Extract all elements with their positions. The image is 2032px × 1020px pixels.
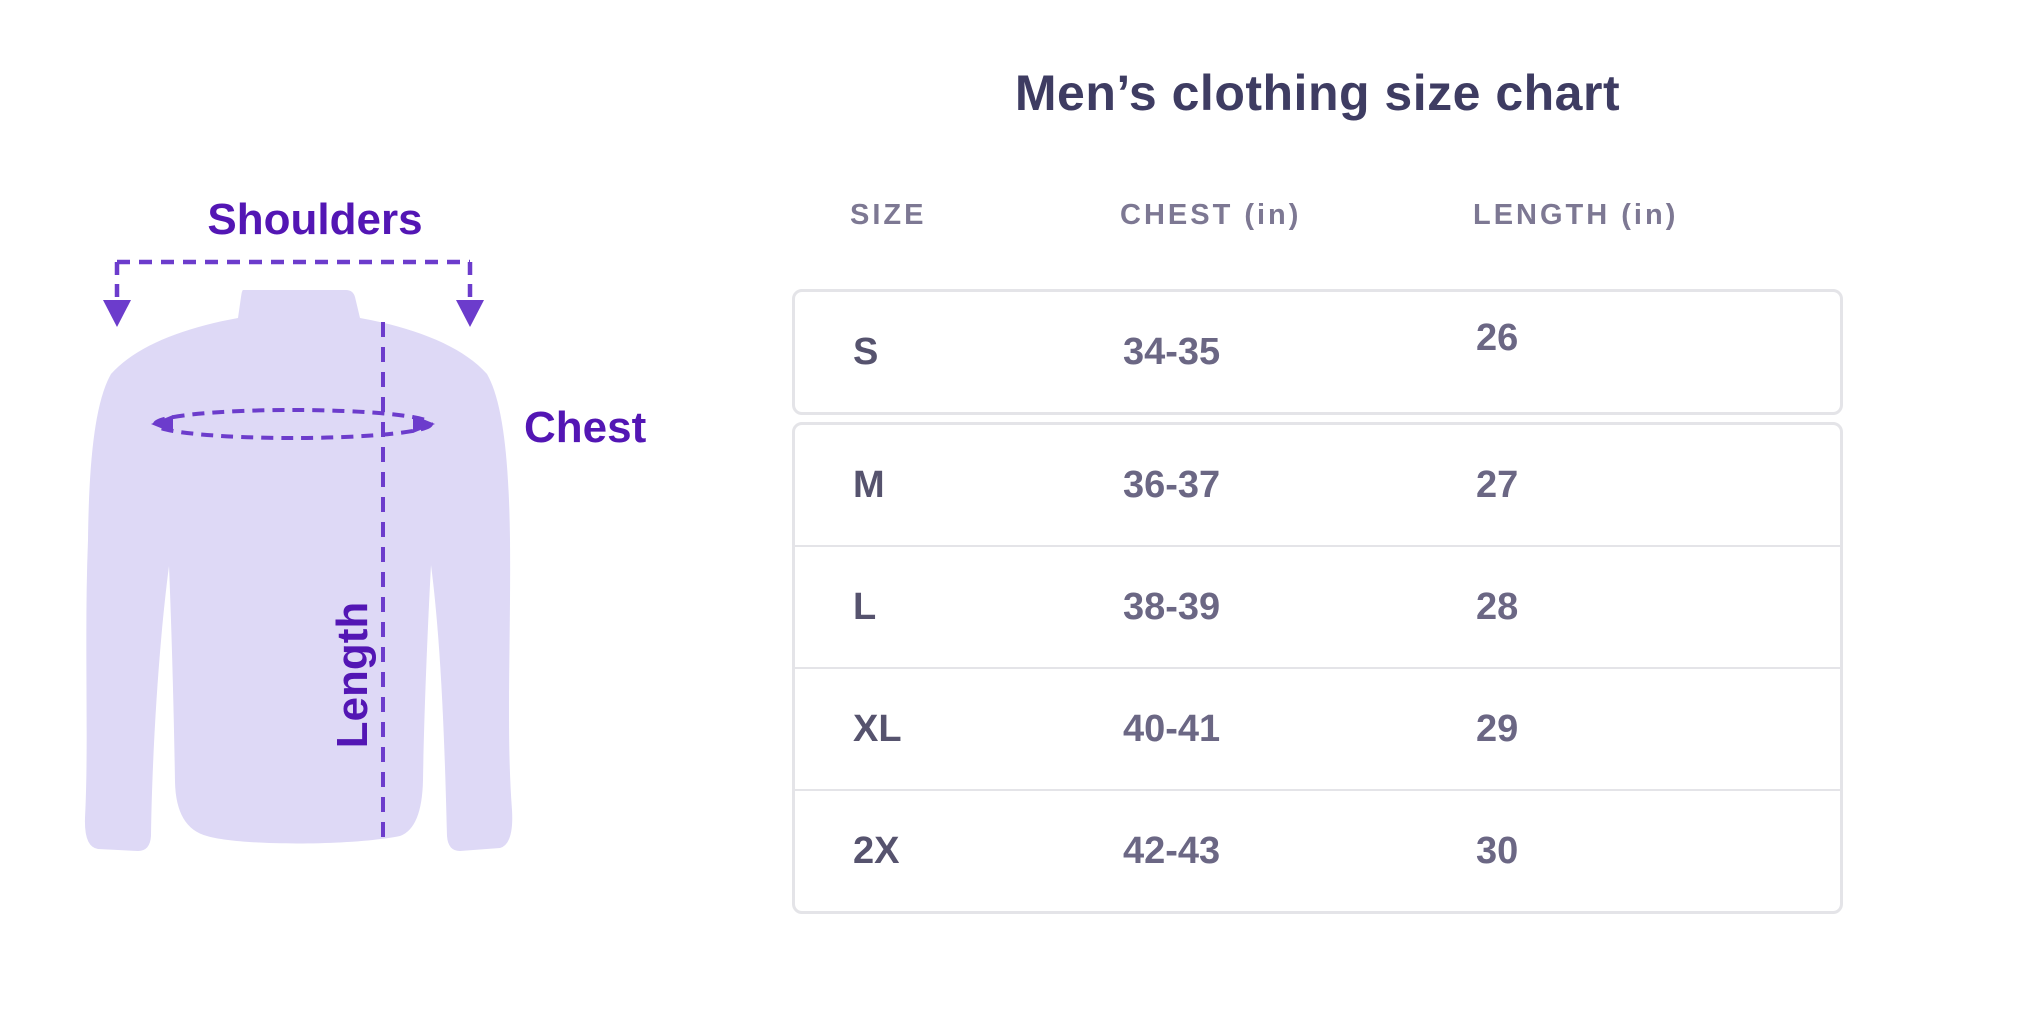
arrow-down-left-icon	[103, 300, 131, 327]
shirt-silhouette-shape	[84, 290, 513, 851]
size-cell: M	[853, 463, 885, 506]
shoulders-label: Shoulders	[207, 195, 423, 244]
length-cell: 28	[1476, 585, 1519, 628]
chest-cell: 38-39	[1123, 585, 1221, 628]
chest-cell: 36-37	[1123, 463, 1221, 506]
table-header-row: SIZE CHEST (in) LENGTH (in)	[792, 190, 1843, 240]
table-row: L 38-39 28	[795, 545, 1840, 667]
table-row: XL 40-41 29	[795, 667, 1840, 789]
length-label: Length	[328, 601, 377, 749]
column-header-size: SIZE	[850, 198, 927, 231]
length-cell: 27	[1476, 463, 1519, 506]
shirt-diagram	[84, 259, 513, 851]
arrow-left-icon	[151, 415, 173, 433]
size-cell: S	[853, 330, 879, 373]
table-row-group-rest: M 36-37 27 L 38-39 28 XL 40-41 29 2X 42-…	[792, 422, 1843, 914]
size-cell: L	[853, 585, 877, 628]
chest-cell: 34-35	[1123, 330, 1221, 373]
length-cell: 29	[1476, 707, 1519, 750]
page-title: Men’s clothing size chart	[1014, 65, 1621, 121]
size-table: SIZE CHEST (in) LENGTH (in) S 34-35 26 M…	[792, 190, 1843, 914]
table-row: M 36-37 27	[795, 425, 1840, 545]
size-cell: 2X	[853, 829, 900, 872]
table-row: 2X 42-43 30	[795, 789, 1840, 911]
chest-label: Chest	[524, 403, 647, 452]
shoulders-bracket	[114, 259, 473, 300]
table-row-group-first: S 34-35 26	[792, 289, 1843, 415]
chest-cell: 40-41	[1123, 707, 1221, 750]
table-row: S 34-35 26	[795, 292, 1840, 412]
size-cell: XL	[853, 707, 902, 750]
arrow-right-icon	[413, 415, 435, 433]
length-cell: 26	[1476, 316, 1519, 359]
arrow-down-right-icon	[456, 300, 484, 327]
length-cell: 30	[1476, 829, 1519, 872]
column-header-chest: CHEST (in)	[1120, 198, 1302, 231]
column-header-length: LENGTH (in)	[1473, 198, 1679, 231]
chest-cell: 42-43	[1123, 829, 1221, 872]
